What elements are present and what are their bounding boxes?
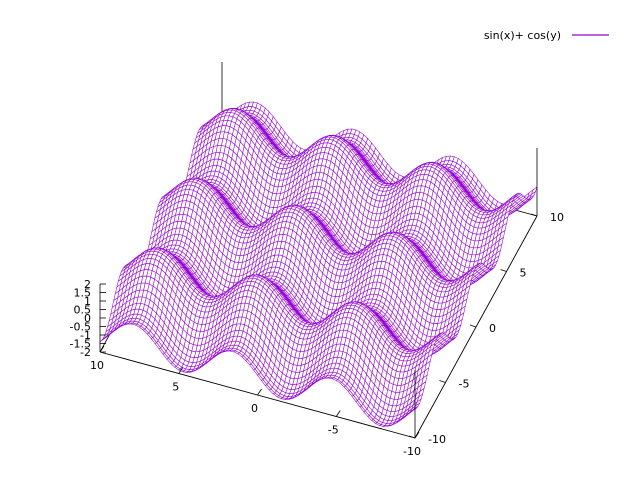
surface-mesh <box>99 101 538 427</box>
